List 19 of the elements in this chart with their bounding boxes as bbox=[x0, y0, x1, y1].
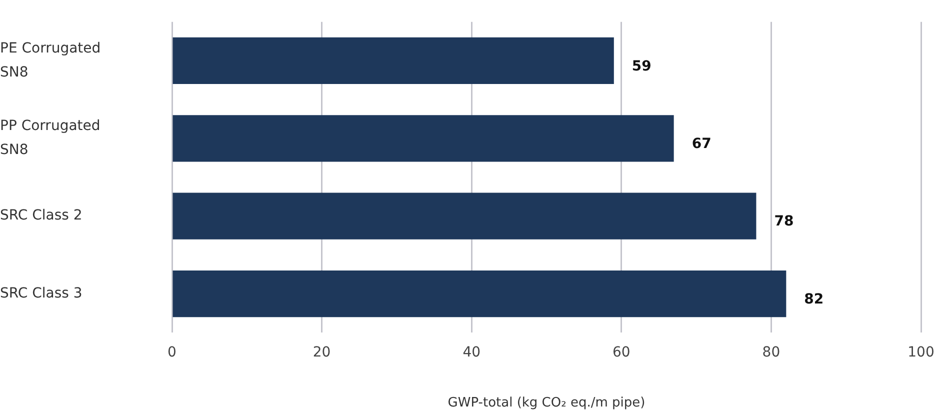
x-tick-label: 60 bbox=[612, 344, 630, 361]
data-label: 67 bbox=[692, 136, 712, 152]
bar bbox=[172, 192, 756, 240]
x-tick-label: 100 bbox=[908, 344, 934, 361]
bar bbox=[172, 37, 614, 84]
y-tick-label: SRC Class 3 bbox=[0, 285, 82, 302]
data-label: 78 bbox=[774, 214, 794, 230]
data-label: 82 bbox=[804, 291, 824, 308]
x-tick-label: 80 bbox=[762, 344, 780, 361]
x-axis-title: GWP-total (kg CO₂ eq./m pipe) bbox=[448, 396, 646, 411]
y-tick-label: PE Corrugated SN8 bbox=[0, 40, 101, 80]
y-tick-label: SRC Class 2 bbox=[0, 208, 82, 224]
bar bbox=[172, 115, 674, 162]
x-tick-label: 40 bbox=[462, 344, 481, 361]
bar bbox=[172, 270, 786, 318]
x-tick-label: 20 bbox=[312, 344, 331, 361]
x-tick-label: 0 bbox=[168, 344, 176, 361]
data-label: 59 bbox=[632, 58, 652, 74]
y-tick-label: PP Corrugated SN8 bbox=[0, 118, 100, 158]
